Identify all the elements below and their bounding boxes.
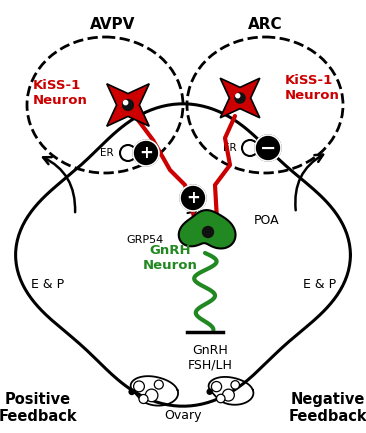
Text: AVPV: AVPV	[90, 17, 136, 32]
Text: Ovary: Ovary	[164, 408, 202, 421]
Text: +: +	[186, 189, 200, 207]
Text: KiSS-1
Neuron: KiSS-1 Neuron	[33, 79, 87, 107]
Circle shape	[242, 140, 258, 156]
Text: GnRH
Neuron: GnRH Neuron	[143, 244, 197, 272]
Circle shape	[133, 140, 159, 166]
Circle shape	[139, 394, 148, 404]
Text: +: +	[139, 144, 153, 162]
Text: E & P: E & P	[303, 278, 337, 291]
Circle shape	[236, 94, 240, 98]
Text: ARC: ARC	[248, 17, 282, 32]
Circle shape	[123, 100, 133, 110]
Circle shape	[120, 145, 136, 161]
Text: ER: ER	[100, 148, 114, 158]
Circle shape	[212, 381, 221, 392]
Text: Positive
Feedback: Positive Feedback	[0, 392, 77, 424]
Text: Negative
Feedback: Negative Feedback	[289, 392, 366, 424]
Text: GnRH: GnRH	[192, 344, 228, 357]
Circle shape	[231, 381, 239, 389]
Circle shape	[255, 135, 281, 161]
Circle shape	[180, 185, 206, 211]
Circle shape	[223, 389, 234, 401]
Text: E & P: E & P	[31, 278, 64, 291]
Polygon shape	[220, 78, 260, 118]
Circle shape	[129, 389, 134, 394]
Circle shape	[123, 100, 128, 105]
Text: POA: POA	[254, 213, 280, 226]
Circle shape	[217, 394, 225, 403]
Circle shape	[145, 389, 158, 402]
Text: −: −	[260, 139, 276, 158]
Circle shape	[207, 389, 212, 394]
Text: ER: ER	[223, 143, 237, 153]
Text: GRP54: GRP54	[126, 235, 164, 245]
Circle shape	[154, 380, 163, 389]
Text: KiSS-1
Neuron: KiSS-1 Neuron	[284, 74, 339, 102]
Polygon shape	[107, 84, 149, 126]
Text: FSH/LH: FSH/LH	[187, 358, 232, 371]
Polygon shape	[179, 210, 236, 249]
Circle shape	[202, 226, 213, 237]
Circle shape	[235, 93, 245, 103]
Circle shape	[134, 381, 145, 392]
